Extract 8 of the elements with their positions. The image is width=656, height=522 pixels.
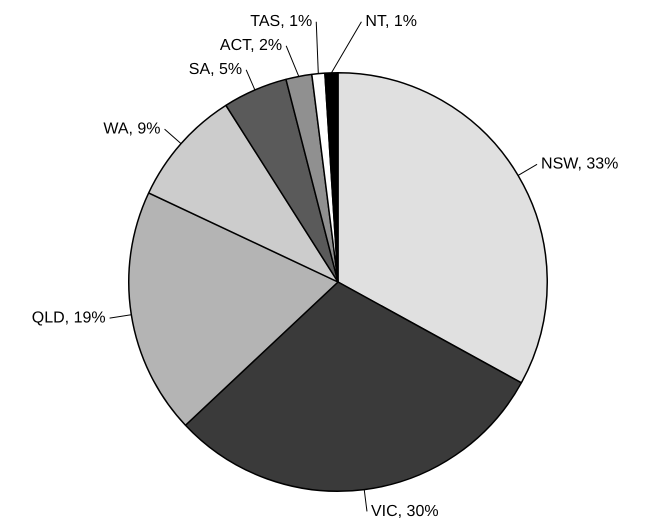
- slice-label: TAS, 1%: [250, 13, 312, 30]
- slice-label: QLD, 19%: [32, 310, 106, 327]
- slice-label: NT, 1%: [365, 13, 418, 30]
- slice-label: SA, 5%: [188, 61, 242, 78]
- slice-label: ACT, 2%: [220, 37, 282, 54]
- slice-label: NSW, 33%: [541, 156, 618, 173]
- slice-label: VIC, 30%: [370, 502, 439, 520]
- slice-label: WA, 9%: [103, 120, 161, 138]
